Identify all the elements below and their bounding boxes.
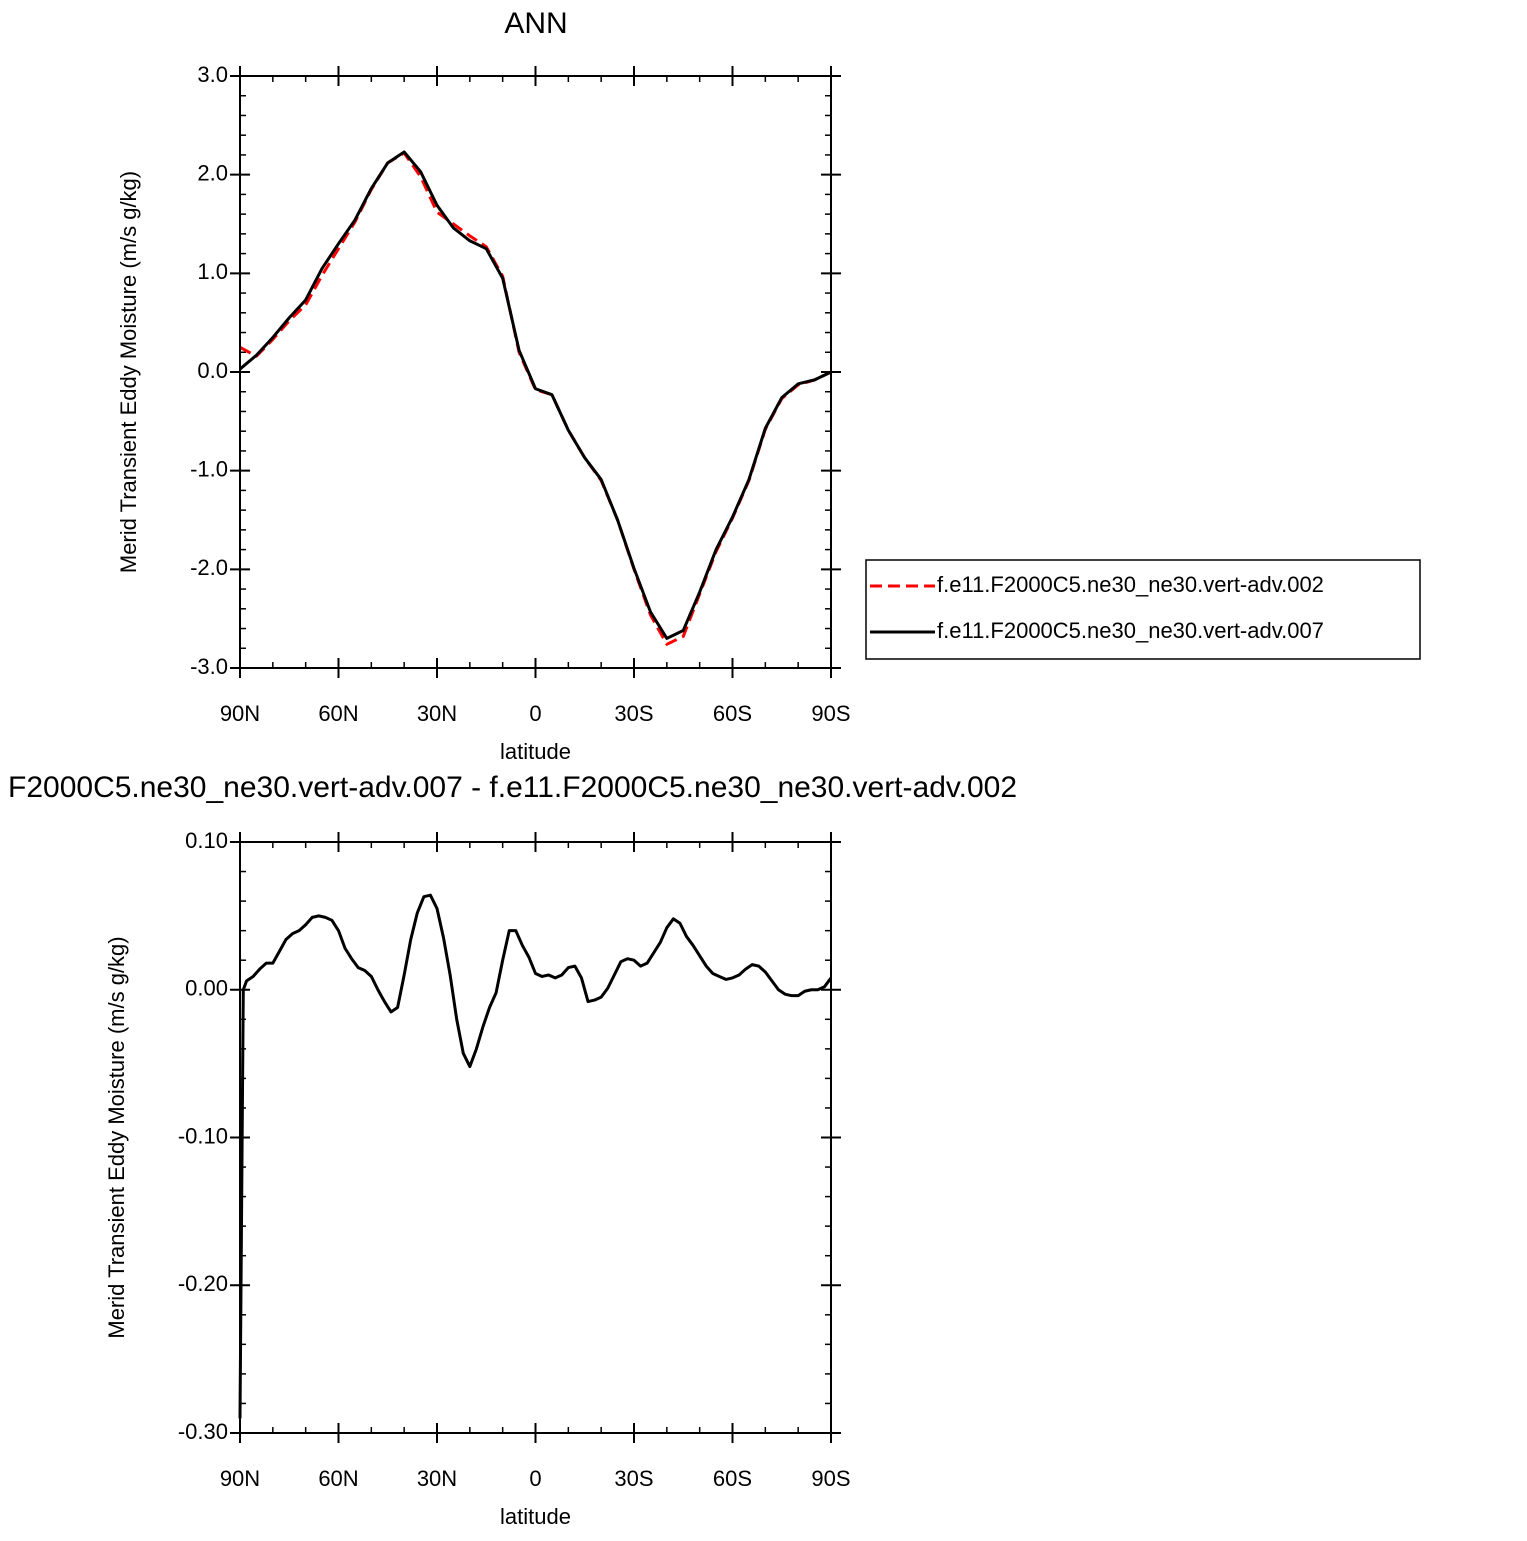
x-tick-label: 90S xyxy=(811,701,850,726)
y-tick-label: -0.20 xyxy=(178,1271,228,1296)
y-tick-label: -2.0 xyxy=(190,555,228,580)
chart-title: ANN xyxy=(504,7,567,40)
x-axis-label: latitude xyxy=(500,739,571,764)
y-tick-label: 2.0 xyxy=(197,160,228,185)
y-tick-label: 0.00 xyxy=(185,976,228,1001)
y-tick-label: -0.30 xyxy=(178,1419,228,1444)
x-tick-label: 90N xyxy=(220,1466,260,1491)
y-tick-label: 0.10 xyxy=(185,828,228,853)
x-tick-label: 30N xyxy=(417,701,457,726)
x-tick-label: 30S xyxy=(614,701,653,726)
y-tick-label: 3.0 xyxy=(197,62,228,87)
y-tick-label: -0.10 xyxy=(178,1123,228,1148)
y-tick-label: -1.0 xyxy=(190,456,228,481)
plot-frame xyxy=(239,841,832,1434)
x-tick-label: 60N xyxy=(318,1466,358,1491)
plot-frame xyxy=(239,75,832,669)
y-tick-label: 1.0 xyxy=(197,259,228,284)
legend-label: f.e11.F2000C5.ne30_ne30.vert-adv.007 xyxy=(937,618,1324,643)
legend-box xyxy=(865,559,1421,660)
data-line xyxy=(239,151,832,646)
chart-title: F2000C5.ne30_ne30.vert-adv.007 - f.e11.F… xyxy=(8,771,1017,804)
x-tick-label: 60S xyxy=(713,1466,752,1491)
x-tick-label: 0 xyxy=(529,701,541,726)
y-tick-label: -3.0 xyxy=(190,654,228,679)
data-line xyxy=(238,893,833,1419)
x-tick-label: 30S xyxy=(614,1466,653,1491)
y-axis-label: Merid Transient Eddy Moisture (m/s g/kg) xyxy=(104,936,129,1338)
x-axis-label: latitude xyxy=(500,1504,571,1529)
x-tick-label: 60S xyxy=(713,701,752,726)
x-tick-label: 0 xyxy=(529,1466,541,1491)
x-tick-label: 90N xyxy=(220,701,260,726)
x-tick-label: 30N xyxy=(417,1466,457,1491)
x-tick-label: 60N xyxy=(318,701,358,726)
x-tick-label: 90S xyxy=(811,1466,850,1491)
y-axis-label: Merid Transient Eddy Moisture (m/s g/kg) xyxy=(116,171,141,573)
legend-label: f.e11.F2000C5.ne30_ne30.vert-adv.002 xyxy=(937,572,1324,597)
data-line xyxy=(239,150,832,640)
y-tick-label: 0.0 xyxy=(197,358,228,383)
